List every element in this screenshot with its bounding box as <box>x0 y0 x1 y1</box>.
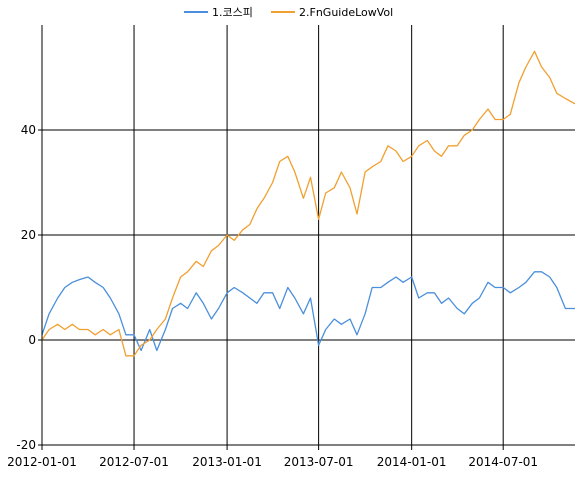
x-tick-label: 2012-01-01 <box>7 455 77 469</box>
x-tick-label: 2014-01-01 <box>377 455 447 469</box>
series-line-1 <box>41 50 575 357</box>
legend: 1.코스피 2.FnGuideLowVol <box>184 6 393 19</box>
x-tick-labels: 2012-01-01 2012-07-01 2013-01-01 2013-07-01… <box>7 455 538 469</box>
y-tick-label: 20 <box>21 228 36 242</box>
y-tick-label: 0 <box>28 333 36 347</box>
legend-label-kospi: 1.코스피 <box>212 6 253 19</box>
gridlines <box>38 25 575 450</box>
y-tick-label: 40 <box>21 123 36 137</box>
y-tick-labels: -20 0 20 40 <box>16 123 36 452</box>
x-tick-label: 2014-07-01 <box>468 455 538 469</box>
y-tick-label: -20 <box>16 438 36 452</box>
x-tick-label: 2012-07-01 <box>99 455 169 469</box>
series-line-0 <box>41 271 575 352</box>
legend-label-fnguide-lowvol: 2.FnGuideLowVol <box>299 6 393 19</box>
x-tick-label: 2013-01-01 <box>192 455 262 469</box>
series-lines <box>41 50 575 357</box>
axes <box>41 25 575 446</box>
x-tick-label: 2013-07-01 <box>284 455 354 469</box>
